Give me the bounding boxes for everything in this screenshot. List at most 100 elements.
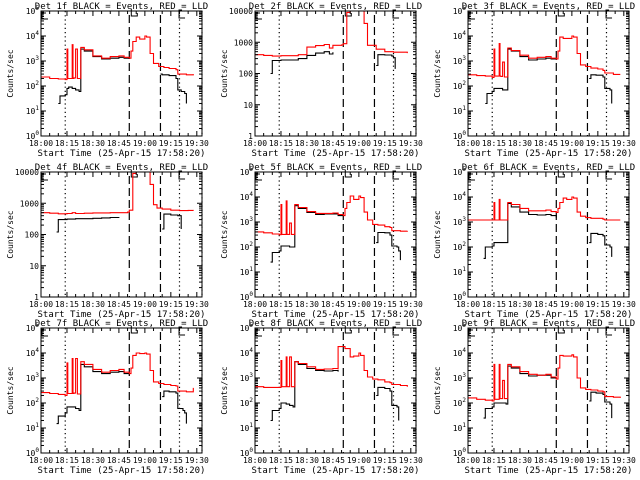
plot-frame (467, 10, 630, 137)
y-tick-label: 100 (453, 447, 467, 458)
plot-frame (254, 10, 417, 137)
x-tick-label: 19:00 (347, 456, 371, 465)
lld-series-line (468, 196, 621, 221)
x-tick-label: 18:45 (321, 139, 345, 148)
x-tick-label: 18:15 (55, 456, 79, 465)
x-tick-label: 19:15 (373, 456, 397, 465)
y-tick-label: 102 (240, 241, 254, 252)
x-tick-label: 18:15 (55, 139, 79, 148)
y-tick-label: 101 (453, 422, 467, 433)
x-tick-label: 18:45 (534, 139, 558, 148)
y-tick-label: 100 (453, 130, 467, 141)
bracket-annotation (344, 170, 352, 178)
events-series-line (162, 213, 182, 230)
panel-title: Det 2f BLACK = Events, RED = LLD (249, 2, 422, 12)
x-tick-label: 19:15 (159, 456, 183, 465)
x-axis-label: Start Time (25-Apr-15 17:58:20) (252, 466, 420, 476)
y-tick-label: 105 (453, 5, 467, 16)
y-tick-label: 103 (240, 372, 254, 383)
panel-det-2f: 1 10 100 1000 10000 18:00 18:15 18:30 18:45 19:00… (220, 2, 423, 159)
bracket-annotation (130, 9, 138, 17)
x-tick-label: 19:00 (560, 300, 584, 309)
lld-series-line (41, 35, 194, 81)
y-tick-label: 1 (248, 132, 253, 141)
y-tick-label: 10000 (229, 7, 253, 16)
y-tick-label: 104 (26, 347, 40, 358)
y-tick-label: 100 (25, 231, 40, 240)
y-tick-label: 105 (240, 322, 254, 333)
lld-series-line (255, 10, 408, 57)
y-tick-label: 105 (240, 166, 254, 177)
y-tick-label: 100 (239, 70, 254, 79)
x-tick-label: 18:45 (534, 456, 558, 465)
x-tick-label: 18:30 (81, 139, 105, 148)
y-tick-label: 101 (240, 266, 254, 277)
x-tick-label: 19:30 (399, 139, 423, 148)
x-tick-label: 18:45 (321, 300, 345, 309)
y-tick-label: 104 (453, 347, 467, 358)
y-axis-label: Counts/sec (6, 210, 15, 258)
y-tick-label: 100 (240, 291, 254, 302)
x-tick-label: 18:15 (482, 139, 506, 148)
x-tick-label: 18:15 (269, 300, 293, 309)
y-axis-label: Counts/sec (220, 366, 229, 414)
x-tick-label: 18:00 (243, 300, 267, 309)
x-tick-label: 19:30 (399, 456, 423, 465)
plot-frame (254, 171, 417, 298)
panel-det-4f: 1 10 100 1000 10000 18:00 18:15 18:30 18:45 19:00… (6, 163, 209, 320)
lld-series-line (41, 352, 194, 397)
y-tick-label: 103 (26, 372, 40, 383)
y-tick-label: 104 (240, 191, 254, 202)
y-tick-label: 105 (26, 322, 40, 333)
y-axis-label: Counts/sec (6, 49, 15, 97)
x-tick-label: 19:15 (373, 139, 397, 148)
events-series-line (589, 232, 613, 257)
y-tick-label: 101 (453, 266, 467, 277)
x-tick-label: 19:15 (373, 300, 397, 309)
y-tick-label: 103 (453, 372, 467, 383)
x-tick-label: 18:15 (55, 300, 79, 309)
y-tick-label: 1000 (234, 38, 253, 47)
x-tick-label: 18:00 (29, 139, 53, 148)
events-series-line (589, 391, 613, 419)
y-tick-label: 1 (34, 293, 39, 302)
x-tick-label: 19:00 (347, 300, 371, 309)
panel-title: Det 4f BLACK = Events, RED = LLD (35, 163, 208, 173)
panel-title: Det 5f BLACK = Events, RED = LLD (249, 163, 422, 173)
x-tick-label: 18:15 (269, 456, 293, 465)
events-series-line (376, 54, 396, 69)
x-tick-label: 18:15 (482, 456, 506, 465)
x-tick-label: 18:00 (243, 456, 267, 465)
panel-title: Det 3f BLACK = Events, RED = LLD (462, 2, 635, 12)
y-tick-label: 101 (240, 422, 254, 433)
panel-title: Det 8f BLACK = Events, RED = LLD (249, 319, 422, 329)
x-tick-label: 19:00 (133, 139, 157, 148)
x-tick-label: 19:00 (133, 300, 157, 309)
events-series-line (376, 386, 400, 421)
x-tick-label: 19:30 (612, 456, 636, 465)
x-tick-label: 19:00 (347, 139, 371, 148)
events-series-line (56, 216, 120, 233)
y-tick-label: 102 (26, 397, 40, 408)
bracket-annotation (130, 170, 138, 178)
x-tick-label: 19:30 (185, 300, 209, 309)
y-tick-label: 102 (26, 80, 40, 91)
y-axis-label: Counts/sec (220, 49, 229, 97)
x-tick-label: 18:30 (508, 139, 532, 148)
events-series-line (162, 390, 187, 424)
y-tick-label: 105 (453, 322, 467, 333)
x-tick-label: 18:30 (508, 456, 532, 465)
lld-series-line (41, 171, 194, 215)
x-tick-label: 19:00 (133, 456, 157, 465)
y-tick-label: 104 (26, 30, 40, 41)
y-tick-label: 100 (26, 130, 40, 141)
x-axis-label: Start Time (25-Apr-15 17:58:20) (465, 149, 633, 159)
y-tick-label: 10000 (15, 168, 39, 177)
x-axis-label: Start Time (25-Apr-15 17:58:20) (465, 310, 633, 320)
x-tick-label: 18:30 (81, 456, 105, 465)
